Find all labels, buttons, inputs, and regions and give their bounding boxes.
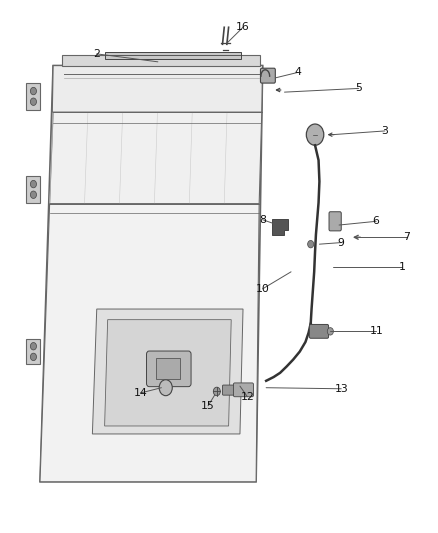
Circle shape [30,98,36,106]
FancyBboxPatch shape [26,340,40,364]
Circle shape [306,124,324,146]
Text: 6: 6 [373,216,380,227]
Circle shape [30,353,36,361]
Polygon shape [49,112,262,204]
FancyBboxPatch shape [147,351,191,386]
Text: 9: 9 [338,238,345,247]
Text: 13: 13 [334,384,348,394]
FancyBboxPatch shape [26,175,40,203]
Text: 11: 11 [369,326,383,336]
Polygon shape [52,66,263,112]
Text: 8: 8 [259,215,266,225]
Circle shape [307,240,314,248]
Text: 15: 15 [201,401,215,411]
Polygon shape [62,55,261,66]
FancyBboxPatch shape [261,68,276,83]
Text: 7: 7 [403,232,410,243]
FancyBboxPatch shape [233,383,254,397]
Text: 3: 3 [381,126,389,136]
Text: 12: 12 [240,392,254,402]
Text: 2: 2 [93,49,100,59]
FancyBboxPatch shape [156,359,180,379]
Circle shape [213,387,220,395]
Polygon shape [105,320,231,426]
FancyBboxPatch shape [26,83,40,110]
Circle shape [30,191,36,198]
Circle shape [159,379,172,395]
Text: 14: 14 [134,388,147,398]
Circle shape [30,180,36,188]
Polygon shape [40,204,259,482]
Text: 1: 1 [399,262,406,271]
Circle shape [327,328,333,335]
Text: 5: 5 [355,83,362,93]
Text: 4: 4 [294,68,301,77]
FancyBboxPatch shape [223,385,235,395]
Circle shape [30,87,36,95]
Text: 10: 10 [256,284,270,294]
Text: 16: 16 [236,22,250,33]
Polygon shape [40,66,263,482]
Polygon shape [92,309,243,434]
FancyBboxPatch shape [309,325,328,338]
Polygon shape [272,219,288,235]
Circle shape [30,343,36,350]
FancyBboxPatch shape [105,52,241,59]
FancyBboxPatch shape [329,212,341,231]
